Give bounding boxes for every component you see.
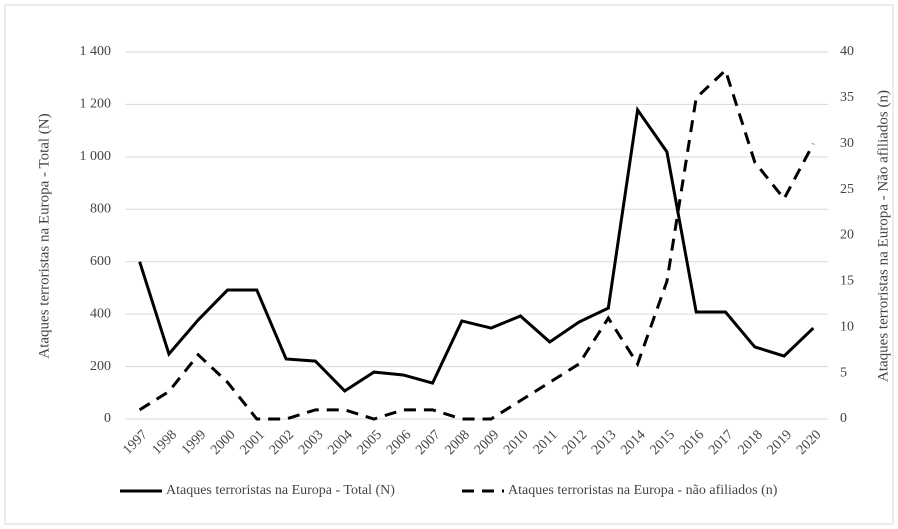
y2-tick-label: 5 xyxy=(840,365,847,380)
chart-frame xyxy=(4,4,894,525)
y2-tick-label: 20 xyxy=(840,228,854,243)
legend-label: Ataques terroristas na Europa - não afil… xyxy=(508,483,778,498)
y2-tick-label: 40 xyxy=(840,44,854,59)
line-series xyxy=(138,105,815,393)
y-tick-label: 1 400 xyxy=(80,44,112,59)
y-tick-label: 400 xyxy=(90,306,111,321)
y2-tick-label: 30 xyxy=(840,136,854,151)
y2-tick-label: 25 xyxy=(840,182,854,197)
y-tick-label: 0 xyxy=(104,411,111,426)
y-axis-label: Ataques terroristas na Europa - Total (N… xyxy=(36,113,52,358)
y-tick-label: 800 xyxy=(90,202,111,217)
legend-label: Ataques terroristas na Europa - Total (N… xyxy=(166,483,395,498)
y-tick-label: 1 200 xyxy=(80,97,112,112)
y-tick-label: 1 000 xyxy=(80,149,112,164)
y2-tick-label: 15 xyxy=(840,274,854,289)
y-tick-label: 200 xyxy=(90,359,111,374)
y2-tick-label: 35 xyxy=(840,90,854,105)
y2-tick-label: 10 xyxy=(840,319,854,334)
y2-axis-label: Ataques terroristas na Europa - Não afil… xyxy=(875,90,891,382)
y2-tick-label: 0 xyxy=(840,411,847,426)
y-tick-label: 600 xyxy=(90,254,111,269)
line-series xyxy=(138,67,815,421)
